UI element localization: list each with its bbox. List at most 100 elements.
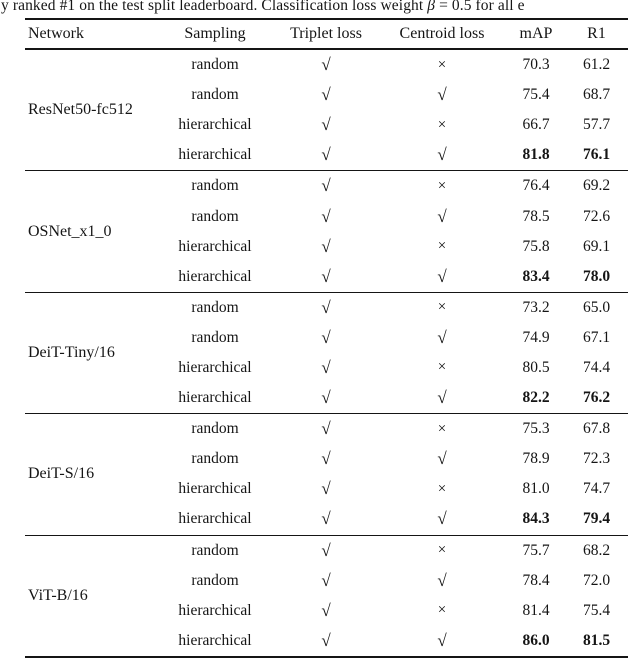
cell-r1: 81.5 — [582, 631, 611, 649]
results-table: Network Sampling Triplet loss Centroid l… — [25, 18, 628, 658]
cell-r1: 76.1 — [582, 146, 611, 164]
cell-sampling: hierarchical — [178, 389, 252, 407]
cell-triplet-loss: √ — [321, 419, 331, 439]
cell-centroid-loss: √ — [437, 206, 447, 226]
cell-map: 66.7 — [522, 116, 550, 134]
table-row: random √ √ 75.4 68.7 — [25, 80, 628, 110]
cell-r1: 57.7 — [582, 116, 611, 134]
cell-triplet-loss: √ — [321, 236, 331, 256]
cell-triplet-loss: √ — [321, 55, 331, 75]
cell-r1: 67.8 — [582, 420, 611, 438]
table-body: ResNet50-fc512 random √ × 70.3 61.2 random √ √ 75… — [25, 50, 628, 658]
cell-centroid-loss: √ — [437, 630, 447, 650]
cell-sampling: hierarchical — [178, 480, 252, 498]
network-name: ViT-B/16 — [28, 586, 88, 604]
cell-r1: 79.4 — [582, 510, 611, 528]
network-group: ResNet50-fc512 random √ × 70.3 61.2 random √ √ 75… — [25, 50, 628, 172]
header-centroid-loss: Centroid loss — [399, 25, 485, 42]
cell-map: 76.4 — [522, 177, 550, 195]
cell-map: 86.0 — [522, 631, 550, 649]
cell-triplet-loss: √ — [321, 540, 331, 560]
cell-centroid-loss: × — [437, 177, 447, 194]
cell-map: 78.4 — [522, 571, 550, 589]
cell-r1: 65.0 — [582, 298, 611, 316]
header-network: Network — [28, 25, 84, 42]
cell-r1: 72.6 — [582, 207, 611, 225]
table-row: hierarchical √ √ 81.8 76.1 — [25, 140, 628, 170]
cell-centroid-loss: √ — [437, 145, 447, 165]
cell-sampling: random — [191, 328, 239, 346]
network-name: DeiT-S/16 — [28, 465, 95, 483]
cell-sampling: hierarchical — [178, 237, 252, 255]
cell-r1: 72.3 — [582, 450, 611, 468]
cell-r1: 67.1 — [582, 328, 611, 346]
network-group: ViT-B/16 random √ × 75.7 68.2 random √ √ 78.4 72.0… — [25, 536, 628, 658]
cell-r1: 61.2 — [582, 56, 611, 74]
table-row: random √ × 76.4 69.2 — [25, 171, 628, 201]
table-row: random √ × 70.3 61.2 — [25, 50, 628, 80]
table-row: hierarchical √ √ 82.2 76.2 — [25, 383, 628, 413]
cell-sampling: hierarchical — [178, 146, 252, 164]
cell-centroid-loss: × — [437, 420, 447, 437]
table-row: hierarchical √ √ 86.0 81.5 — [25, 626, 628, 656]
cell-triplet-loss: √ — [321, 297, 331, 317]
cell-r1: 69.1 — [582, 237, 611, 255]
cell-map: 82.2 — [522, 389, 550, 407]
table-row: hierarchical √ × 81.4 75.4 — [25, 596, 628, 626]
cell-centroid-loss: √ — [437, 266, 447, 286]
network-name: ResNet50-fc512 — [28, 101, 133, 119]
cell-r1: 76.2 — [582, 389, 611, 407]
table-row: hierarchical √ × 81.0 74.7 — [25, 474, 628, 504]
table-row: random √ √ 78.9 72.3 — [25, 444, 628, 474]
cell-map: 81.4 — [522, 601, 550, 619]
header-map: mAP — [519, 25, 553, 42]
network-name: DeiT-Tiny/16 — [28, 343, 115, 361]
cell-sampling: random — [191, 420, 239, 438]
table-row: hierarchical √ × 66.7 57.7 — [25, 110, 628, 140]
table-row: hierarchical √ √ 83.4 78.0 — [25, 262, 628, 292]
cell-r1: 75.4 — [582, 601, 611, 619]
cell-triplet-loss: √ — [321, 449, 331, 469]
table-row: random √ √ 78.4 72.0 — [25, 566, 628, 596]
cell-centroid-loss: √ — [437, 85, 447, 105]
cell-map: 78.5 — [522, 207, 550, 225]
table-row: random √ × 73.2 65.0 — [25, 293, 628, 323]
network-group: OSNet_x1_0 random √ × 76.4 69.2 random √ √ 78.5 72… — [25, 171, 628, 293]
cell-r1: 68.7 — [582, 86, 611, 104]
cell-map: 73.2 — [522, 298, 550, 316]
cell-sampling: random — [191, 298, 239, 316]
cell-map: 74.9 — [522, 328, 550, 346]
cell-triplet-loss: √ — [321, 630, 331, 650]
cell-map: 83.4 — [522, 267, 550, 285]
cell-sampling: random — [191, 541, 239, 559]
cell-sampling: hierarchical — [178, 601, 252, 619]
cell-triplet-loss: √ — [321, 85, 331, 105]
caption-text-before-beta: y ranked #1 on the test split leaderboar… — [1, 0, 428, 14]
network-group: DeiT-S/16 random √ × 75.3 67.8 random √ √ 78.9 72.… — [25, 414, 628, 536]
cell-sampling: random — [191, 86, 239, 104]
cell-r1: 74.7 — [582, 480, 611, 498]
cell-triplet-loss: √ — [321, 509, 331, 529]
cell-map: 84.3 — [522, 510, 550, 528]
cell-triplet-loss: √ — [321, 570, 331, 590]
cell-sampling: random — [191, 450, 239, 468]
network-name: OSNet_x1_0 — [28, 222, 112, 240]
cell-r1: 72.0 — [582, 571, 611, 589]
cell-map: 75.4 — [522, 86, 550, 104]
cell-map: 70.3 — [522, 56, 550, 74]
cell-centroid-loss: × — [437, 359, 447, 376]
cell-map: 78.9 — [522, 450, 550, 468]
network-group: DeiT-Tiny/16 random √ × 73.2 65.0 random √ √ 74.9… — [25, 293, 628, 415]
cell-triplet-loss: √ — [321, 388, 331, 408]
table-row: random √ √ 78.5 72.6 — [25, 201, 628, 231]
cell-sampling: hierarchical — [178, 358, 252, 376]
cell-centroid-loss: × — [437, 602, 447, 619]
cell-r1: 68.2 — [582, 541, 611, 559]
table-row: hierarchical √ × 80.5 74.4 — [25, 353, 628, 383]
cell-centroid-loss: × — [437, 299, 447, 316]
beta-symbol: β — [427, 0, 436, 14]
cell-triplet-loss: √ — [321, 145, 331, 165]
cell-map: 81.0 — [522, 480, 550, 498]
cell-r1: 69.2 — [582, 177, 611, 195]
cell-sampling: hierarchical — [178, 267, 252, 285]
